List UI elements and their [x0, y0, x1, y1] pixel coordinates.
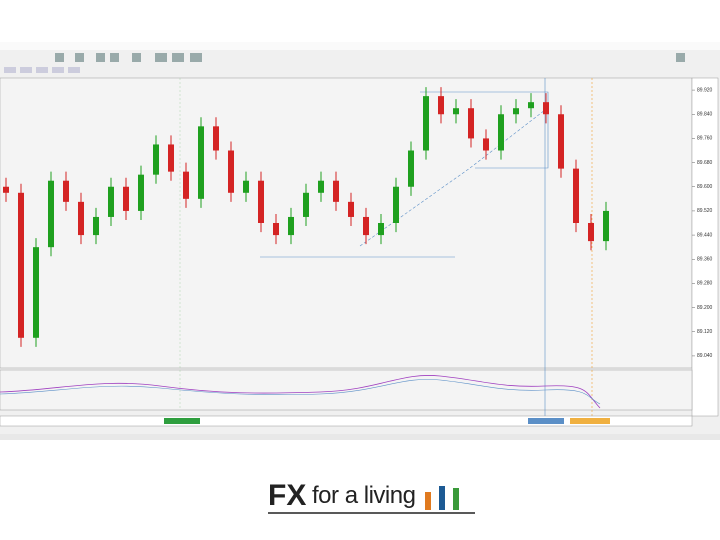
y-tick-label: 89.680 — [697, 160, 713, 166]
candle-body — [528, 102, 534, 109]
candle-body — [378, 223, 384, 236]
candle-body — [93, 216, 99, 236]
candle-body — [288, 216, 294, 236]
candle-body — [243, 180, 249, 193]
candle-body — [108, 186, 114, 217]
candle-body — [333, 180, 339, 202]
tool-icon[interactable] — [55, 53, 64, 62]
candle-body — [363, 216, 369, 236]
y-tick-label: 89.920 — [697, 87, 713, 93]
candle-body — [183, 171, 189, 199]
candle-body — [588, 223, 594, 242]
candle-body — [198, 126, 204, 199]
logo-bar — [425, 492, 431, 510]
candle-body — [48, 180, 54, 248]
candle-body — [438, 96, 444, 115]
logo-text: for a living — [312, 482, 416, 509]
logo-bar — [439, 486, 445, 510]
candle-body — [63, 180, 69, 202]
y-tick-label: 89.120 — [697, 329, 713, 335]
candle-body — [18, 192, 24, 338]
y-tick-label: 89.520 — [697, 208, 713, 214]
time-marker — [164, 418, 200, 424]
candle-body — [603, 210, 609, 242]
y-tick-label: 89.200 — [697, 305, 713, 311]
candle-body — [33, 247, 39, 338]
tab[interactable] — [4, 67, 16, 73]
y-tick-label: 89.840 — [697, 112, 713, 118]
tool-icon[interactable] — [96, 53, 105, 62]
signal-line — [0, 375, 601, 409]
candle-body — [213, 126, 219, 151]
price-axis — [691, 77, 719, 417]
candle-body — [78, 201, 84, 236]
tab[interactable] — [20, 67, 32, 73]
tool-icon[interactable] — [676, 53, 685, 62]
time-marker — [528, 418, 564, 424]
candle-body — [423, 96, 429, 151]
toolbar — [55, 53, 685, 62]
candle-body — [138, 174, 144, 211]
candle-body — [3, 186, 9, 193]
time-axis — [0, 415, 693, 427]
y-tick-label: 89.280 — [697, 281, 713, 287]
candle-body — [453, 108, 459, 115]
timeframe-tabs — [4, 67, 80, 73]
tab[interactable] — [52, 67, 64, 73]
candle-body — [408, 150, 414, 187]
tool-icon[interactable] — [172, 53, 184, 62]
candle-body — [543, 102, 549, 115]
candle-body — [318, 180, 324, 193]
candle-body — [348, 201, 354, 217]
candle-body — [168, 144, 174, 172]
tool-icon[interactable] — [110, 53, 119, 62]
y-tick-label: 89.440 — [697, 232, 713, 238]
candle-body — [483, 138, 489, 151]
candle-body — [153, 144, 159, 175]
tool-icon[interactable] — [155, 53, 167, 62]
tab[interactable] — [36, 67, 48, 73]
logo-bold: FX — [268, 479, 306, 512]
candle-body — [273, 223, 279, 236]
candle-body — [573, 168, 579, 223]
candle-body — [228, 150, 234, 193]
y-tick-label: 89.600 — [697, 184, 713, 190]
tool-icon[interactable] — [75, 53, 84, 62]
tab[interactable] — [68, 67, 80, 73]
logo: FX for a living — [268, 479, 475, 514]
tool-icon[interactable] — [190, 53, 202, 62]
candle-body — [258, 180, 264, 223]
y-tick-label: 89.760 — [697, 136, 713, 142]
logo-bar — [453, 488, 459, 510]
candle-body — [123, 186, 129, 211]
candle-body — [498, 114, 504, 151]
y-tick-label: 89.360 — [697, 257, 713, 263]
time-marker — [570, 418, 610, 424]
candle-body — [468, 108, 474, 139]
candle-body — [513, 108, 519, 115]
macd-line — [0, 379, 601, 405]
candle-body — [303, 192, 309, 217]
status-bar — [0, 434, 720, 440]
candle-body — [393, 186, 399, 223]
drawing — [420, 91, 549, 169]
y-tick-label: 89.040 — [697, 353, 713, 359]
title-bar — [0, 42, 720, 50]
candle-body — [558, 114, 564, 169]
tool-icon[interactable] — [132, 53, 141, 62]
